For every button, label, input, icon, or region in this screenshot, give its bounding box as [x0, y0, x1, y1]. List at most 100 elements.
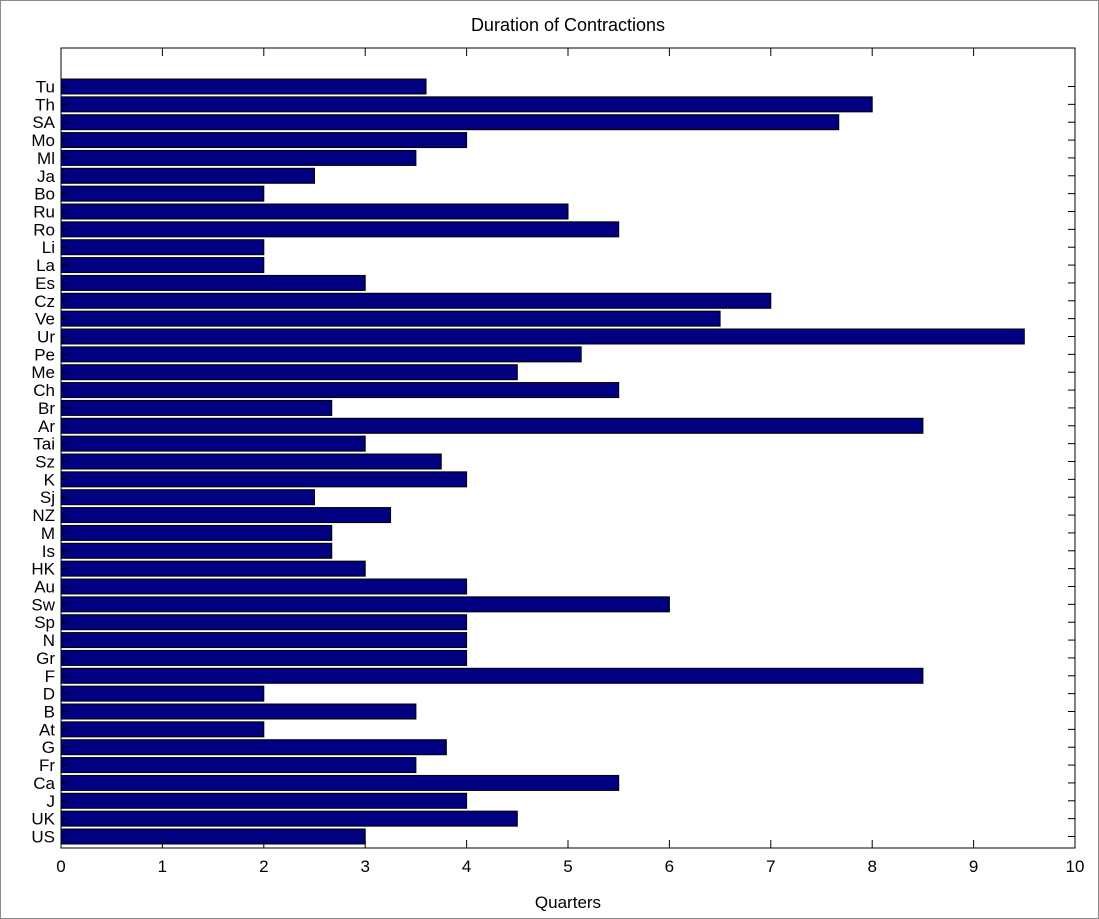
bar-gr — [60, 649, 468, 666]
bar-hk — [60, 560, 366, 577]
bar-mo — [60, 132, 468, 149]
category-label-ch: Ch — [33, 381, 55, 400]
category-label-li: Li — [42, 238, 55, 257]
bar-uk — [60, 810, 518, 827]
category-label-ja: Ja — [37, 167, 56, 186]
category-label-n: N — [43, 631, 55, 650]
category-label-hk: HK — [31, 560, 55, 579]
category-label-uk: UK — [31, 810, 55, 829]
category-label-k: K — [44, 470, 56, 489]
category-label-g: G — [42, 738, 55, 757]
x-tick-label: 3 — [360, 857, 369, 876]
bar-ve — [60, 310, 721, 327]
category-label-gr: Gr — [36, 649, 55, 668]
category-label-tu: Tu — [36, 78, 55, 97]
x-tick-label: 9 — [969, 857, 978, 876]
bars-group — [60, 78, 1025, 845]
bar-b — [60, 703, 417, 720]
category-label-sa: SA — [32, 113, 55, 132]
category-label-th: Th — [35, 95, 55, 114]
x-tick-label: 2 — [259, 857, 268, 876]
bar-cz — [60, 292, 772, 309]
category-label-b: B — [44, 703, 55, 722]
bar-sa — [60, 114, 840, 131]
bar-ca — [60, 774, 620, 791]
bar-g — [60, 739, 447, 756]
bar-tu — [60, 78, 427, 95]
bar-n — [60, 632, 468, 649]
category-label-me: Me — [31, 363, 55, 382]
bar-sz — [60, 453, 442, 470]
category-label-br: Br — [38, 399, 55, 418]
bar-d — [60, 685, 265, 702]
bar-ru — [60, 203, 569, 220]
category-label-m: M — [41, 524, 55, 543]
category-label-us: US — [31, 828, 55, 847]
category-label-sw: Sw — [31, 595, 55, 614]
category-label-ur: Ur — [37, 328, 55, 347]
category-label-is: Is — [42, 542, 55, 561]
category-label-es: Es — [35, 274, 55, 293]
x-tick-label: 0 — [56, 857, 65, 876]
x-tick-label: 5 — [563, 857, 572, 876]
bar-at — [60, 721, 265, 738]
bar-th — [60, 96, 873, 113]
bar-li — [60, 239, 265, 256]
category-label-sp: Sp — [34, 613, 55, 632]
category-label-sz: Sz — [35, 453, 55, 472]
bar-ar — [60, 417, 924, 434]
bar-j — [60, 792, 468, 809]
bar-tai — [60, 435, 366, 452]
bar-me — [60, 364, 518, 381]
category-label-fr: Fr — [39, 756, 55, 775]
x-axis-label: Quarters — [535, 893, 601, 912]
category-label-d: D — [43, 685, 55, 704]
category-label-at: At — [39, 720, 55, 739]
x-tick-label: 10 — [1066, 857, 1085, 876]
bar-br — [60, 399, 333, 416]
bar-la — [60, 257, 265, 274]
chart-title: Duration of Contractions — [471, 15, 665, 35]
bar-m — [60, 524, 333, 541]
bar-is — [60, 542, 333, 559]
bar-ch — [60, 382, 620, 399]
category-label-ca: Ca — [33, 774, 55, 793]
bar-sp — [60, 614, 468, 631]
bar-es — [60, 274, 366, 291]
x-tick-label: 8 — [867, 857, 876, 876]
bar-bo — [60, 185, 265, 202]
category-label-ml: Ml — [37, 149, 55, 168]
x-tick-label: 6 — [665, 857, 674, 876]
category-label-j: J — [47, 792, 56, 811]
category-label-ru: Ru — [33, 203, 55, 222]
x-tick-label: 1 — [158, 857, 167, 876]
bar-sj — [60, 489, 315, 506]
bar-k — [60, 471, 468, 488]
category-label-cz: Cz — [34, 292, 55, 311]
bar-sw — [60, 596, 670, 613]
category-label-la: La — [36, 256, 55, 275]
bar-f — [60, 667, 924, 684]
bar-us — [60, 828, 366, 845]
category-label-f: F — [45, 667, 55, 686]
y-axis-ticks: TuThSAMoMlJaBoRuRoLiLaEsCzVeUrPeMeChBrAr… — [31, 78, 1075, 847]
category-label-pe: Pe — [34, 345, 55, 364]
bar-ml — [60, 149, 417, 166]
x-tick-label: 7 — [766, 857, 775, 876]
x-tick-label: 4 — [462, 857, 471, 876]
bar-fr — [60, 757, 417, 774]
bar-ro — [60, 221, 620, 238]
bar-nz — [60, 507, 392, 524]
x-axis-ticks: 0 1 2 3 4 5 6 7 8 9 10 — [56, 48, 1084, 876]
category-label-tai: Tai — [33, 435, 55, 454]
category-label-ar: Ar — [38, 417, 55, 436]
bar-ur — [60, 328, 1025, 345]
bar-au — [60, 578, 468, 595]
category-label-bo: Bo — [34, 185, 55, 204]
category-label-ve: Ve — [35, 310, 55, 329]
category-label-sj: Sj — [40, 488, 55, 507]
category-label-au: Au — [34, 578, 55, 597]
bar-ja — [60, 167, 315, 184]
category-label-mo: Mo — [31, 131, 55, 150]
